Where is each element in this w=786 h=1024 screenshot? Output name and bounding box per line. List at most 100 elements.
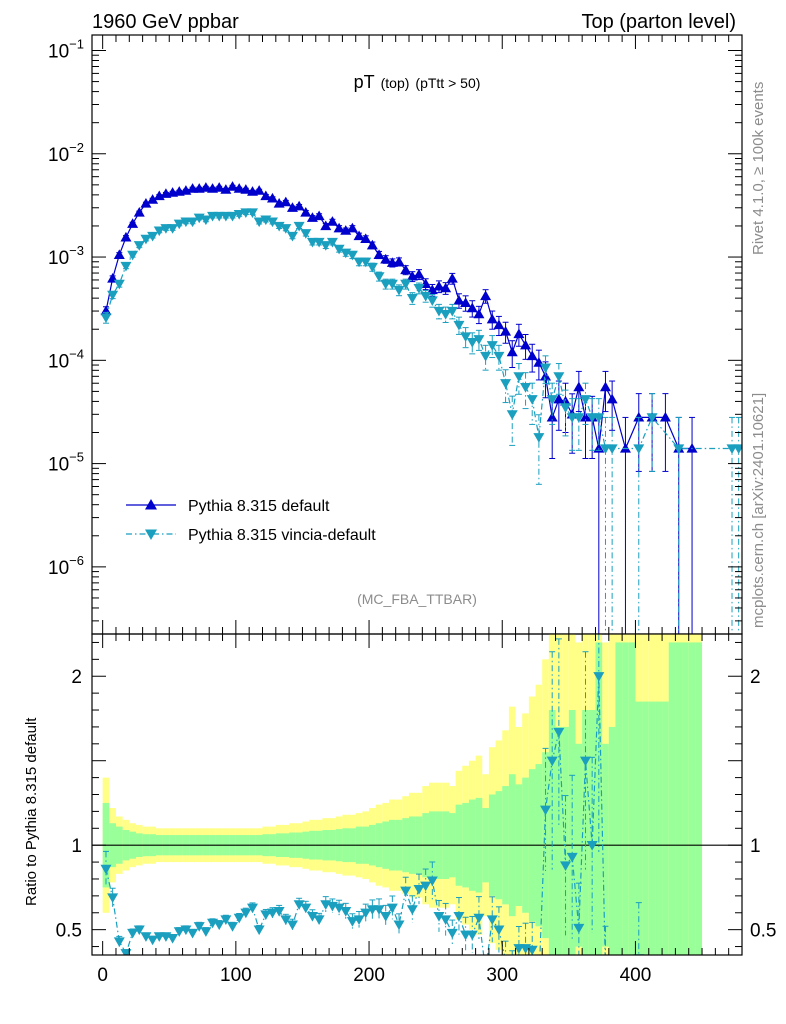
vincia-series-point [633,444,645,455]
vincia-series-point [506,410,518,420]
main-plot-title: pT (top) (pTtt > 50) [354,72,481,92]
vincia-series-point [413,284,425,294]
legend-vincia-label: Pythia 8.315 vincia-default [188,527,376,544]
ratio-vincia-point [420,881,432,892]
default-series-point [113,249,125,259]
default-series-point [506,346,518,357]
default-series-point [253,185,265,195]
ratio-vincia-point [386,903,398,914]
main-y-tick-label-exponent: −4 [69,346,84,361]
ratio-vincia-point [113,937,125,947]
ratio-band-inner [655,701,663,955]
ratio-band-inner [622,642,629,955]
vincia-series-point [546,395,558,405]
default-series-point [486,313,498,324]
main-y-tick-label-base: 10 [48,248,69,269]
vincia-series-point [187,217,199,228]
ratio-vincia-point [127,928,139,939]
main-y-tick-label: 10−1 [48,36,84,62]
vincia-series-point [500,379,512,389]
ratio-vincia-point [180,925,192,936]
vincia-series-point [286,231,298,242]
vincia-series-point [266,217,278,228]
default-series-point [560,395,572,406]
vincia-series-point [120,261,132,272]
default-series-point [213,182,225,192]
vincia-series-point [173,219,185,230]
ratio-vincia-point [253,925,265,936]
ratio-vincia-point [573,923,585,934]
default-series-point [133,206,145,217]
ratio-band-inner [555,726,563,955]
header-left-label: 1960 GeV ppbar [92,11,239,33]
main-panel: pT (top) (pTtt > 50) (MC_FBA_TTBAR) Pythia… [48,34,743,635]
vincia-series-point [520,383,532,393]
default-series-point [446,272,458,283]
legend: Pythia 8.315 default Pythia 8.315 vincia-… [126,498,376,544]
vincia-series-point [433,306,445,317]
vincia-series-point [313,237,325,248]
ratio-vincia-point [393,920,405,931]
legend-vincia-marker [145,529,157,540]
vincia-series-point [280,224,292,234]
vincia-series-point [293,221,305,232]
default-series-point [320,220,332,231]
vincia-series-point [440,310,452,320]
default-series-point [440,282,452,293]
ratio-vincia-point [107,893,119,904]
default-series-point [220,184,232,194]
main-plot-title-sub: (top) [381,75,410,91]
main-y-tick-label-exponent: −5 [69,450,84,465]
main-plot-title-cut: (pTtt > 50) [415,75,480,91]
default-series-point [373,249,385,259]
main-y-axis: 10−610−510−410−310−210−1 [48,36,742,622]
vincia-series-point [493,351,505,362]
ratio-vincia-point [400,886,412,897]
vincia-series-point [127,250,139,261]
mcplots-label: mcplots.cern.ch [arXiv:2401.10621] [750,393,767,628]
main-y-tick-label: 10−4 [48,346,84,372]
ratio-vincia-point [560,861,572,871]
vincia-series-point [253,217,265,228]
ratio-vincia-point [280,915,292,926]
default-series-point [346,222,358,233]
ratio-vincia-point [147,935,159,946]
ratio-y-tick-label-right: 2 [750,667,761,688]
ratio-vincia-point [493,925,505,936]
default-series-point [393,256,405,266]
default-series-point [300,206,312,217]
ratio-vincia-point [406,905,418,915]
ratio-x-tick-label: 300 [486,965,518,986]
ratio-vincia-point [546,756,558,767]
vincia-series-point [373,272,385,282]
vincia-series-point [579,395,591,405]
ratio-band-inner [675,642,683,955]
vincia-series-point [460,332,472,343]
vincia-series-point [107,290,119,301]
vincia-series-point [147,231,159,242]
default-series-point [619,443,631,453]
main-y-tick-label-base: 10 [48,455,69,476]
vincia-series-point [406,294,418,304]
default-series-point [526,350,538,361]
ratio-vincia-point [593,672,605,682]
default-series-point [127,218,139,228]
ratio-vincia-point [473,913,485,924]
vincia-series-group [100,208,742,634]
default-series-point [540,370,552,381]
main-y-tick-label-exponent: −2 [69,140,84,155]
vincia-series-point [200,215,212,226]
ratio-vincia-point [300,903,312,914]
ratio-y-tick-label: 2 [71,667,82,688]
ratio-x-tick-label: 200 [353,965,385,986]
ratio-vincia-point [566,852,578,863]
vincia-series-point [233,210,245,220]
ratio-vincia-point [353,915,365,926]
vincia-series-point [453,320,465,331]
vincia-series-point [133,241,145,251]
ratio-vincia-point [187,928,199,939]
vincia-series-point [366,262,378,273]
vincia-series-point [526,395,538,405]
ratio-vincia-point [273,906,285,917]
